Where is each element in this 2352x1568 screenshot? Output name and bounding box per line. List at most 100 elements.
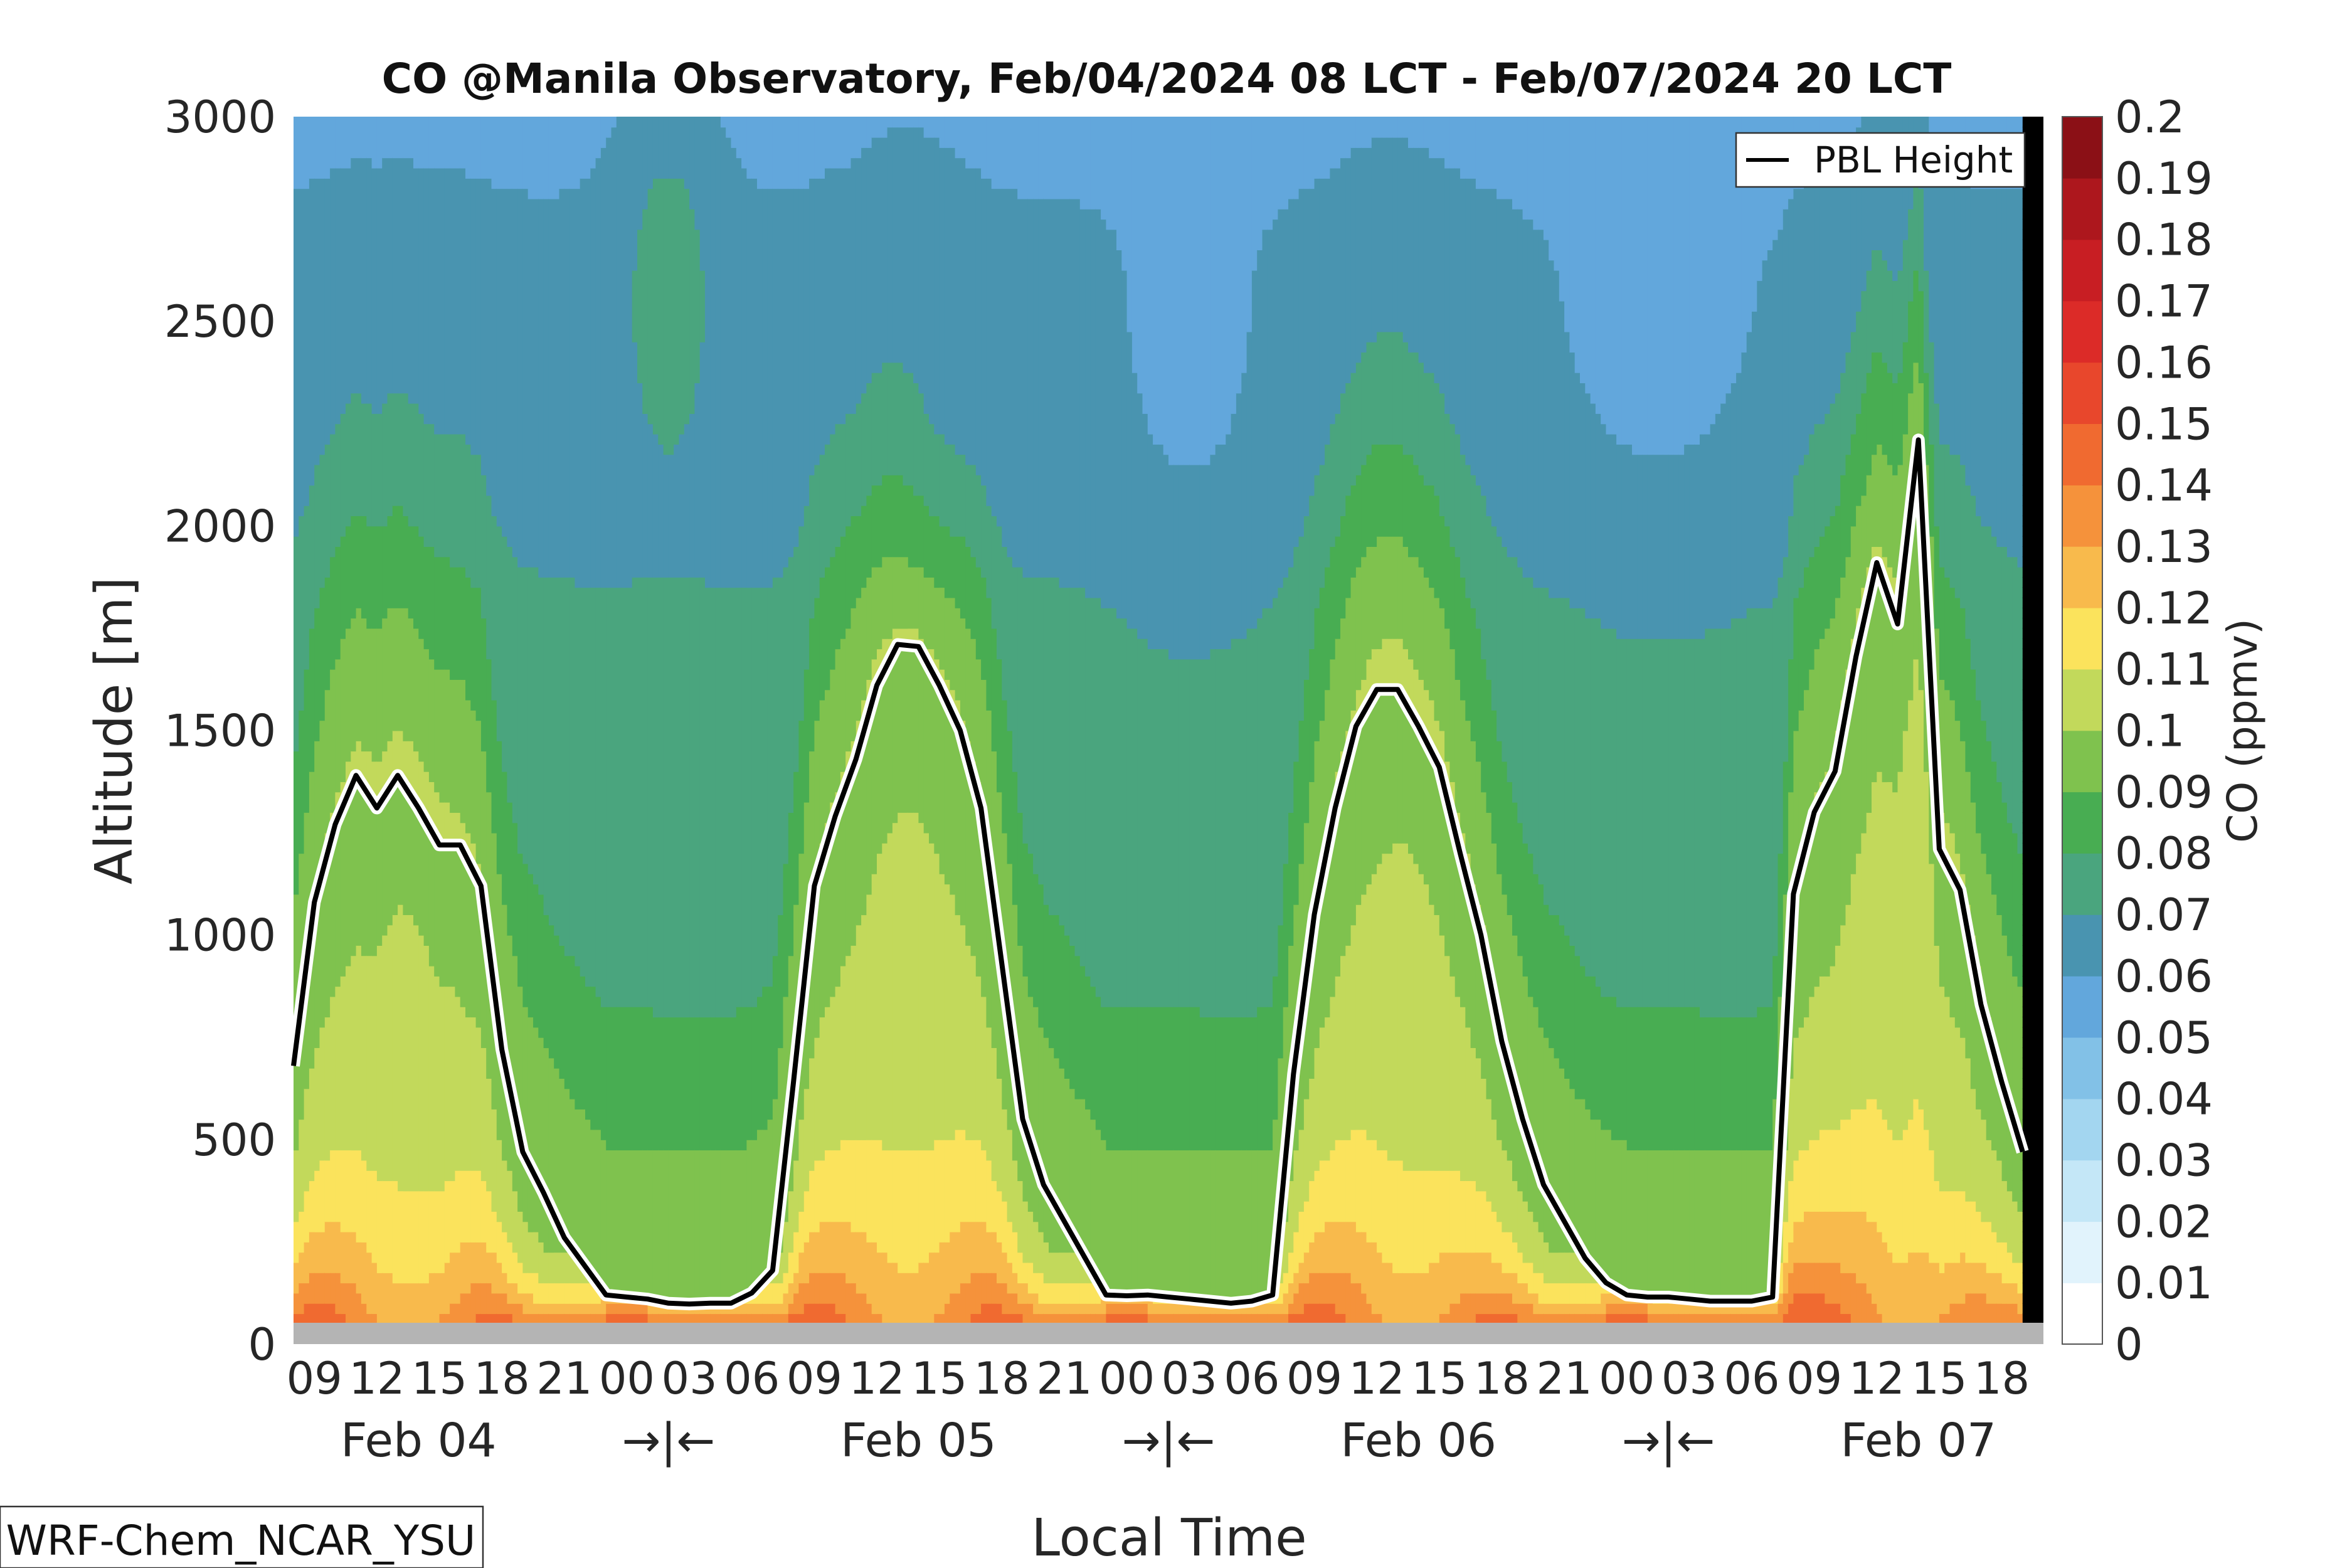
heat-cell (877, 372, 883, 486)
heat-cell (1460, 699, 1466, 834)
heat-cell (387, 157, 393, 394)
heat-cell (1054, 1313, 1060, 1325)
heat-cell (2022, 649, 2029, 660)
heat-cell (491, 1108, 497, 1212)
heat-cell (1377, 137, 1383, 332)
heat-cell (783, 863, 789, 997)
heat-cell (2028, 127, 2034, 138)
heat-cell (2028, 751, 2034, 762)
heat-cell (1325, 1272, 1331, 1304)
heat-cell (1210, 1303, 1216, 1315)
heat-cell (845, 1283, 852, 1325)
heat-cell (1439, 1170, 1446, 1253)
heat-cell (1574, 1313, 1581, 1325)
heat-cell (674, 117, 680, 179)
heat-cell (2028, 1160, 2034, 1171)
heat-cell (517, 1262, 524, 1294)
heat-cell (1908, 208, 1914, 302)
x-tick-label: 06 (1224, 1353, 1279, 1404)
heat-cell (559, 1078, 565, 1253)
heat-cell (2022, 873, 2029, 885)
heat-cell (1350, 1221, 1357, 1284)
heat-cell (850, 1283, 857, 1325)
heat-cell (1262, 1150, 1268, 1294)
heat-cell (351, 516, 357, 619)
heat-cell (746, 1303, 753, 1315)
heat-cell (898, 1150, 904, 1273)
heat-cell (1371, 546, 1378, 650)
heat-cell (299, 1119, 305, 1212)
heat-cell (2028, 1047, 2034, 1059)
heat-cell (2038, 433, 2043, 445)
heat-cell (1106, 117, 1112, 230)
heat-cell (622, 1150, 628, 1294)
heat-cell (1798, 1027, 1804, 1151)
heat-cell (2033, 597, 2039, 608)
heat-cell (423, 649, 430, 772)
heat-cell (1730, 117, 1737, 383)
heat-cell (2022, 751, 2029, 762)
heat-cell (1700, 1313, 1706, 1325)
heat-cell (1866, 474, 1872, 568)
heat-cell (1564, 1078, 1571, 1253)
heat-cell (1371, 689, 1378, 874)
heat-cell (2022, 393, 2029, 404)
heat-cell (580, 1303, 586, 1315)
heat-cell (2033, 740, 2039, 752)
heat-cell (1725, 628, 1732, 1018)
heat-cell (439, 167, 445, 435)
heat-cell (1746, 607, 1752, 1018)
heat-cell (1033, 1293, 1039, 1315)
heat-cell (1246, 1017, 1253, 1151)
heat-cell (1986, 740, 1992, 874)
heat-cell (309, 1067, 315, 1182)
heat-cell (2038, 516, 2043, 527)
heat-cell (793, 1160, 800, 1232)
heat-cell (1335, 638, 1341, 772)
heat-cell (1116, 1303, 1123, 1315)
heat-cell (1897, 1262, 1904, 1338)
heat-cell (803, 505, 810, 670)
heat-cell (1892, 1262, 1899, 1335)
heat-cell (835, 986, 841, 1151)
heat-cell (1194, 659, 1200, 1007)
heat-cell (1658, 1303, 1664, 1315)
heat-cell (2022, 352, 2029, 363)
heat-cell (1908, 1252, 1914, 1338)
heat-cell (486, 117, 492, 179)
heat-cell (1527, 1262, 1534, 1294)
heat-cell (1429, 157, 1435, 373)
heat-cell (892, 649, 899, 824)
heat-cell (2033, 884, 2039, 895)
heat-cell (2033, 853, 2039, 864)
heat-cell (1137, 1006, 1143, 1151)
heat-cell (1606, 1129, 1612, 1284)
heat-cell (2033, 260, 2039, 271)
heat-cell (1054, 576, 1060, 916)
heat-cell (1861, 618, 1867, 834)
heat-cell (1027, 1262, 1034, 1294)
heat-cell (475, 1170, 482, 1242)
heat-cell (705, 587, 711, 1018)
heat-cell (1882, 587, 1888, 783)
heat-cell (1486, 1200, 1492, 1253)
heat-cell (1491, 1262, 1498, 1294)
heat-cell (1361, 1129, 1367, 1232)
heat-cell (2038, 832, 2043, 844)
heat-cell (903, 812, 909, 1151)
colorbar-tick-label: 0 (2115, 1319, 2143, 1370)
heat-cell (845, 628, 852, 752)
heat-cell (1616, 1139, 1623, 1294)
heat-cell (1043, 1241, 1049, 1284)
heat-cell (1158, 117, 1164, 445)
heat-cell (1340, 516, 1347, 619)
heat-cell (1330, 1221, 1336, 1273)
heat-cell (741, 1303, 748, 1315)
heat-cell (1777, 229, 1784, 578)
heat-cell (1522, 219, 1528, 578)
heat-cell (1116, 1006, 1123, 1151)
heat-cell (1231, 413, 1237, 639)
heat-cell (1804, 454, 1810, 568)
heat-cell (564, 1088, 571, 1253)
heat-cell (1949, 454, 1956, 588)
